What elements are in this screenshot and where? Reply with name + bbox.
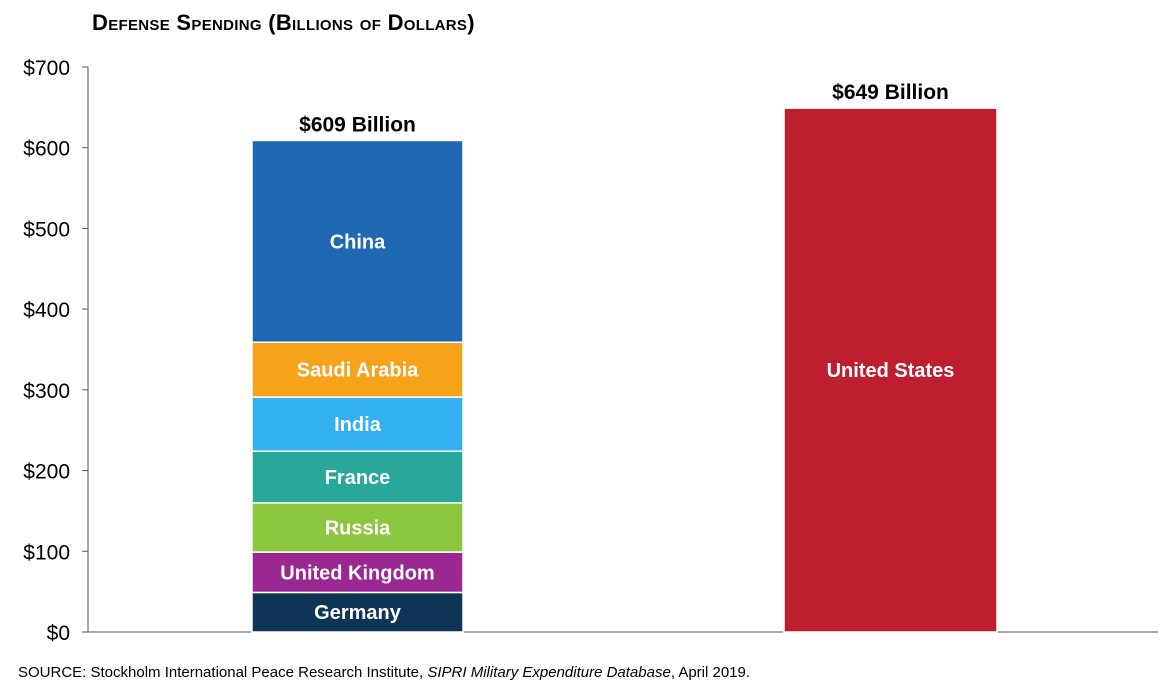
chart-title: Defense Spending (Billions of Dollars) (92, 10, 475, 35)
segment-label: United Kingdom (280, 562, 434, 584)
bar-segment (251, 139, 464, 343)
segment-label: United States (827, 360, 955, 382)
y-tick-label: $500 (23, 218, 70, 241)
bar-segment (251, 396, 464, 452)
source-suffix: , April 2019. (670, 664, 751, 681)
bar-segment (251, 502, 464, 553)
y-tick-label: $0 (47, 622, 70, 645)
segment-label: Saudi Arabia (297, 360, 419, 382)
segment-label: India (334, 414, 382, 436)
segment-label: China (330, 231, 386, 253)
bar-total-label: $609 Billion (299, 113, 416, 136)
bar-total-label: $649 Billion (832, 81, 949, 104)
source-prefix: SOURCE: Stockholm International Peace Re… (18, 664, 428, 681)
y-tick-label: $600 (23, 138, 70, 161)
y-tick-label: $200 (23, 461, 70, 484)
bar-segment (251, 341, 464, 398)
source-note: SOURCE: Stockholm International Peace Re… (18, 664, 750, 681)
y-tick-label: $400 (23, 299, 70, 322)
y-tick-label: $100 (23, 541, 70, 564)
bar-segment (251, 450, 464, 504)
bar-segment (251, 551, 464, 594)
y-tick-label: $700 (23, 57, 70, 80)
source-database: SIPRI Military Expenditure Database (427, 664, 671, 681)
segment-label: France (325, 467, 391, 489)
segment-label: Russia (325, 517, 391, 539)
bar-segment (783, 107, 998, 633)
y-tick-label: $300 (23, 380, 70, 403)
segment-label: Germany (314, 602, 402, 624)
